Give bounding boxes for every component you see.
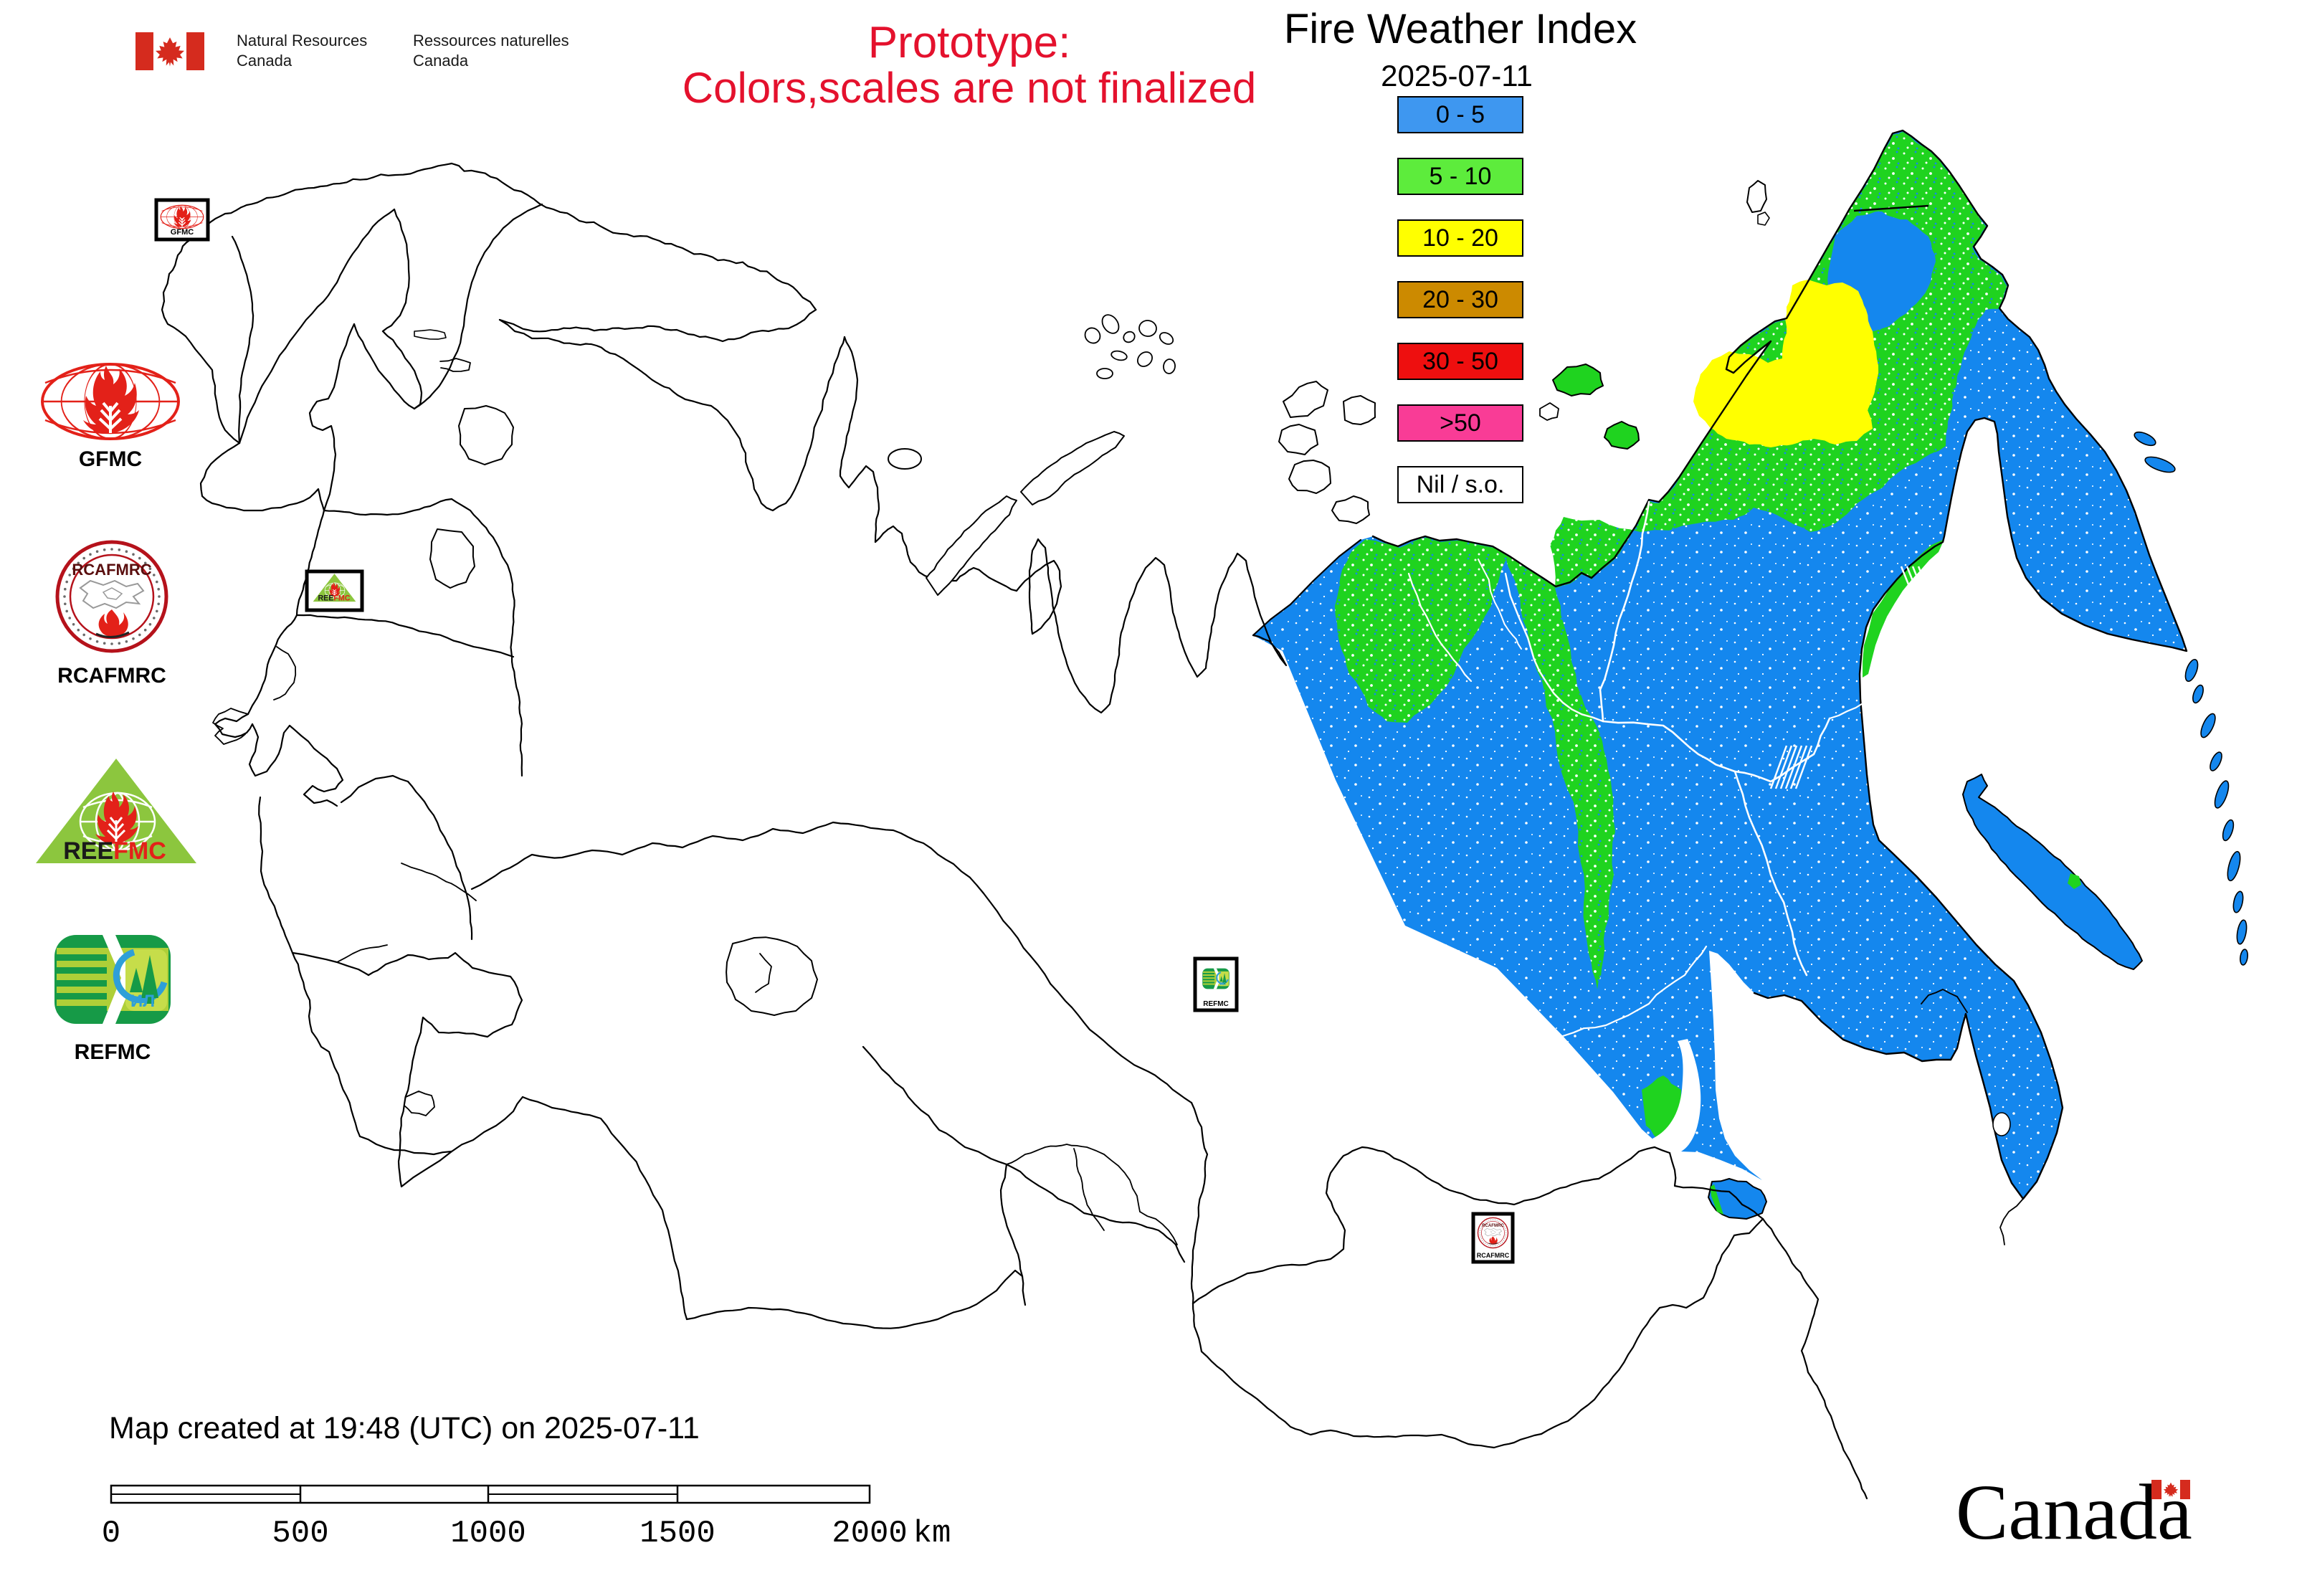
svg-text:Prototype:: Prototype: (868, 18, 1071, 67)
svg-text:10 - 20: 10 - 20 (1422, 224, 1498, 252)
svg-text:RCAFMRC: RCAFMRC (1477, 1252, 1510, 1259)
svg-text:Colors,scales are not finalize: Colors,scales are not finalized (682, 64, 1256, 112)
svg-text:REFMC: REFMC (1203, 1000, 1229, 1008)
svg-text:2025-07-11: 2025-07-11 (1381, 59, 1533, 92)
svg-text:>50: >50 (1440, 409, 1481, 437)
svg-text:ИЛ: ИЛ (1220, 982, 1226, 987)
svg-text:Fire Weather Index: Fire Weather Index (1284, 6, 1637, 52)
svg-text:Natural Resources: Natural Resources (237, 32, 367, 49)
svg-text:RCAFMRC: RCAFMRC (1482, 1223, 1504, 1228)
svg-text:REFMC: REFMC (75, 1040, 151, 1064)
svg-text:Nil / s.o.: Nil / s.o. (1417, 471, 1505, 498)
svg-text:20 - 30: 20 - 30 (1422, 286, 1498, 313)
svg-text:REEFMC: REEFMC (318, 594, 350, 602)
svg-text:ИЛ: ИЛ (130, 992, 155, 1011)
svg-text:2000: 2000 (832, 1516, 908, 1552)
svg-text:0 - 5: 0 - 5 (1436, 101, 1485, 128)
svg-text:Map created at 19:48 (UTC) on: Map created at 19:48 (UTC) on 2025-07-11 (109, 1411, 700, 1445)
svg-text:Ressources naturelles: Ressources naturelles (413, 32, 569, 49)
svg-text:RCAFMRC: RCAFMRC (57, 664, 166, 688)
svg-text:RCAFMRC: RCAFMRC (72, 561, 151, 579)
svg-text:REEFMC: REEFMC (63, 837, 166, 865)
svg-text:1000: 1000 (450, 1516, 526, 1552)
svg-text:GFMC: GFMC (171, 228, 194, 237)
svg-text:30 - 50: 30 - 50 (1422, 348, 1498, 375)
svg-text:5 - 10: 5 - 10 (1430, 163, 1492, 190)
svg-text:500: 500 (272, 1516, 328, 1552)
svg-text:Canada: Canada (237, 52, 292, 70)
svg-text:km: km (913, 1516, 951, 1552)
svg-text:0: 0 (102, 1516, 120, 1552)
svg-text:GFMC: GFMC (79, 447, 142, 471)
svg-text:1500: 1500 (639, 1516, 715, 1552)
svg-text:Canada: Canada (413, 52, 469, 70)
